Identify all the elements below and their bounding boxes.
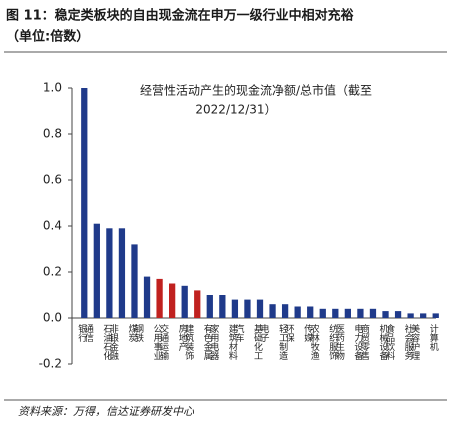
bar <box>143 276 151 318</box>
bar <box>407 313 414 318</box>
bar <box>432 313 439 318</box>
x-tick-label: 建筑装饰 <box>183 323 194 361</box>
bar <box>81 88 88 318</box>
x-tick-label: 煤炭 <box>126 323 137 343</box>
bar <box>169 283 176 318</box>
bar <box>344 308 351 318</box>
x-tick-label: 基础化工 <box>252 323 263 360</box>
bar <box>219 295 226 318</box>
bar <box>394 311 402 318</box>
x-tick-label: 公用事业 <box>152 324 163 360</box>
x-tick-label: 机械设备 <box>378 323 389 360</box>
x-tick-label: 食品饮料 <box>384 323 395 361</box>
x-tick-label: 传媒 <box>302 323 313 343</box>
x-tick-label: 计算机 <box>428 323 439 352</box>
y-tick-label: 0.4 <box>43 219 62 233</box>
y-tick-label: 0.6 <box>43 173 62 187</box>
x-tick-label: 交通运输 <box>158 323 169 361</box>
bar <box>332 308 339 318</box>
x-tick-label: 汽车 <box>233 323 244 343</box>
x-tick-label: 钢铁 <box>133 323 144 343</box>
x-tick-label: 环保 <box>284 324 295 343</box>
bar <box>420 313 427 318</box>
y-tick-label: 0.0 <box>43 311 62 325</box>
bar <box>106 228 113 318</box>
bar <box>357 308 364 318</box>
x-tick-label: 有色金属 <box>202 323 213 361</box>
bar <box>281 304 289 318</box>
x-tick-label: 非银金融 <box>108 323 119 361</box>
x-tick-label: 建筑材料 <box>227 323 238 361</box>
bar <box>93 223 100 318</box>
bar <box>369 308 377 318</box>
x-tick-label: 医药生物 <box>334 324 345 361</box>
bar <box>131 244 138 318</box>
x-tick-label: 银行 <box>76 323 87 343</box>
bar <box>319 308 326 318</box>
annotation: 经营性活动产生的现金流净额/总市值（截至 <box>140 83 372 98</box>
y-tick-label: -0.2 <box>39 357 62 371</box>
x-tick-label: 纺织服饰 <box>327 323 338 361</box>
x-tick-label: 通信 <box>83 324 94 343</box>
chart-title: 图 11：稳定类板块的自由现金流在申万一级行业中相对充裕 <box>6 8 354 24</box>
x-tick-label: 电力设备 <box>352 323 363 360</box>
x-tick-label: 房地产 <box>177 323 188 352</box>
bar <box>181 285 188 318</box>
x-tick-label: 商贸零售 <box>359 323 370 361</box>
annotation: 2022/12/31） <box>195 103 276 117</box>
x-tick-label: 石油石化 <box>101 324 112 361</box>
y-tick-label: 1.0 <box>43 81 62 95</box>
y-tick-label: 0.8 <box>43 127 62 141</box>
x-tick-label: 美容护理 <box>409 323 420 360</box>
y-tick-label: 0.2 <box>43 265 62 279</box>
x-tick-label: 社会服务 <box>403 323 414 361</box>
source-note: 资料来源：万得，信达证券研发中心 <box>18 405 195 418</box>
x-tick-label: 轻工制造 <box>277 323 288 361</box>
bar <box>382 311 389 318</box>
x-tick-label: 农林牧渔 <box>309 323 320 360</box>
bar <box>307 306 314 318</box>
bar <box>118 228 126 318</box>
x-tick-label: 电子 <box>259 323 270 342</box>
bar <box>294 306 301 318</box>
bar <box>231 299 239 318</box>
x-tick-label: 家用电器 <box>208 323 219 360</box>
bar <box>244 299 251 318</box>
bar <box>256 299 264 318</box>
bar <box>206 295 213 318</box>
chart-subtitle: （单位:倍数） <box>6 29 89 45</box>
bar <box>156 278 163 318</box>
bar <box>194 290 201 318</box>
bar <box>269 304 276 318</box>
